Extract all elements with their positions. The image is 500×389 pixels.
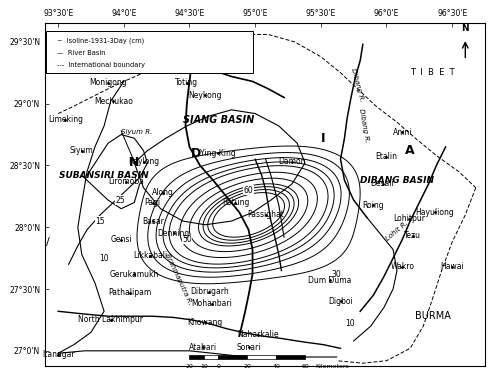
Text: Siyum R.: Siyum R.: [122, 129, 152, 135]
Bar: [190, 355, 204, 359]
Text: Along: Along: [152, 188, 174, 197]
Text: Desali: Desali: [370, 179, 394, 189]
Text: 20: 20: [244, 364, 251, 370]
Text: Dum Duma: Dum Duma: [308, 276, 352, 285]
Text: 15: 15: [96, 217, 105, 226]
Text: BURMA: BURMA: [414, 311, 450, 321]
Text: Roing: Roing: [362, 200, 384, 210]
Text: Lohitpur: Lohitpur: [393, 214, 425, 223]
Text: D: D: [191, 147, 201, 159]
Text: 30: 30: [332, 270, 342, 279]
Text: 10: 10: [345, 319, 354, 328]
Text: 40: 40: [272, 364, 280, 370]
Bar: [248, 355, 276, 359]
Text: I: I: [321, 132, 326, 145]
Text: SUBANSIRI BASIN: SUBANSIRI BASIN: [60, 171, 149, 180]
Text: Tsangpo R.: Tsangpo R.: [184, 47, 222, 66]
Text: 20: 20: [186, 364, 194, 370]
Text: Ying King: Ying King: [200, 149, 236, 158]
Text: Basar: Basar: [142, 217, 164, 226]
Text: Dibang R.: Dibang R.: [350, 68, 365, 103]
Text: A: A: [406, 144, 415, 157]
Bar: [218, 355, 248, 359]
Text: Liromoba: Liromoba: [108, 177, 144, 186]
Text: T  I  B  E  T: T I B E T: [410, 68, 455, 77]
Text: /: /: [46, 237, 50, 247]
Text: Neykong: Neykong: [188, 91, 222, 100]
Bar: [276, 355, 305, 359]
Text: North Lakhimpur: North Lakhimpur: [78, 315, 143, 324]
Text: 25: 25: [115, 196, 124, 205]
FancyBboxPatch shape: [46, 31, 253, 73]
Text: Digboi: Digboi: [328, 297, 353, 306]
Text: Limeking: Limeking: [48, 115, 84, 124]
Text: Rotung: Rotung: [222, 198, 249, 207]
Text: N: N: [129, 156, 140, 170]
Text: Damon: Damon: [278, 157, 305, 166]
Text: Dibrugarh: Dibrugarh: [190, 287, 228, 296]
Text: 60: 60: [301, 364, 309, 370]
Text: Brahmaputra R.: Brahmaputra R.: [164, 252, 194, 306]
Text: Mechukao: Mechukao: [94, 97, 132, 106]
Text: DIBANG BASIN: DIBANG BASIN: [360, 176, 434, 185]
Text: Gerukamukh: Gerukamukh: [110, 270, 159, 279]
Text: Denning: Denning: [158, 229, 190, 238]
Text: Hawai: Hawai: [440, 262, 464, 271]
Text: Atabari: Atabari: [188, 343, 216, 352]
Text: 50: 50: [182, 235, 192, 244]
Text: ---  International boundary: --- International boundary: [57, 62, 145, 68]
Text: Mohanbari: Mohanbari: [192, 300, 232, 308]
Text: Lohit R.: Lohit R.: [385, 220, 409, 242]
Text: 10: 10: [100, 254, 109, 263]
Text: 0: 0: [216, 364, 220, 370]
Bar: [204, 355, 218, 359]
Text: Anini: Anini: [392, 128, 412, 137]
Text: Raylong: Raylong: [128, 157, 159, 166]
Text: Sonari: Sonari: [236, 343, 261, 352]
Text: Kilometers: Kilometers: [316, 364, 350, 370]
Text: Etalin: Etalin: [376, 152, 398, 161]
Text: Toting: Toting: [176, 78, 199, 87]
Text: Pagi: Pagi: [144, 198, 161, 207]
Text: Siyum: Siyum: [70, 146, 94, 155]
Text: ~  Isoline-1931-3Day (cm): ~ Isoline-1931-3Day (cm): [57, 37, 144, 44]
Text: Hayuliong: Hayuliong: [416, 208, 455, 217]
Text: 10: 10: [200, 364, 208, 370]
Text: Itanagar: Itanagar: [42, 350, 74, 359]
Text: Tezu: Tezu: [404, 231, 421, 240]
Text: Passighat: Passighat: [247, 210, 284, 219]
Text: T  I  B  E  T: T I B E T: [168, 47, 224, 57]
Text: Likkabali: Likkabali: [133, 251, 167, 260]
Text: —  River Basin: — River Basin: [57, 50, 106, 56]
Text: Khowang: Khowang: [188, 318, 223, 327]
Text: Pathalipam: Pathalipam: [108, 288, 152, 297]
Text: 60: 60: [244, 186, 254, 194]
Text: Monigong: Monigong: [89, 78, 127, 87]
Text: Wakro: Wakro: [390, 262, 414, 271]
Text: Naharkalie: Naharkalie: [237, 330, 279, 339]
Text: Dibang R.: Dibang R.: [358, 109, 370, 144]
Text: N: N: [462, 24, 469, 33]
Text: Gensi: Gensi: [110, 235, 132, 244]
Text: SIANG BASIN: SIANG BASIN: [182, 115, 254, 125]
